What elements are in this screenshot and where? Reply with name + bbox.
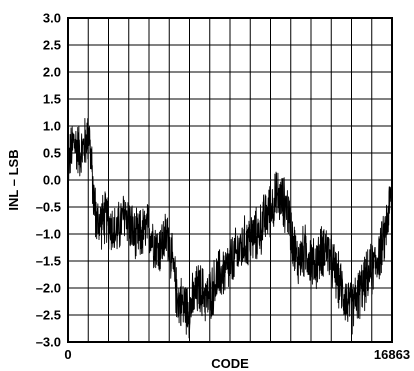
y-axis-title: INL – LSB	[6, 149, 21, 210]
y-tick-label: –2.5	[36, 308, 61, 323]
y-tick-label: 3.0	[43, 11, 61, 26]
y-tick-label: 2.5	[43, 38, 61, 53]
x-tick-label: 16863	[374, 347, 410, 362]
y-tick-label: 0.5	[43, 146, 61, 161]
y-tick-label: 2.0	[43, 65, 61, 80]
y-tick-label: –2.0	[36, 281, 61, 296]
plot-frame	[67, 17, 393, 343]
y-tick-labels: 3.0 2.5 2.0 1.5 1.0 0.5 0.0 –0.5 –1.0 –1.5 –2.0 –2.…	[36, 11, 61, 350]
y-tick-label: –1.0	[36, 227, 61, 242]
y-tick-label: 1.0	[43, 119, 61, 134]
y-tick-label: 1.5	[43, 92, 61, 107]
y-tick-label: –0.5	[36, 200, 61, 215]
x-tick-labels: 0 16863	[64, 347, 410, 362]
x-axis-title: CODE	[211, 356, 249, 371]
grid	[68, 18, 392, 342]
series-line-inl	[67, 117, 393, 339]
y-tick-label: 0.0	[43, 173, 61, 188]
y-tick-label: –3.0	[36, 335, 61, 350]
y-tick-label: –1.5	[36, 254, 61, 269]
x-tick-label: 0	[64, 347, 71, 362]
series-layer	[67, 117, 393, 339]
